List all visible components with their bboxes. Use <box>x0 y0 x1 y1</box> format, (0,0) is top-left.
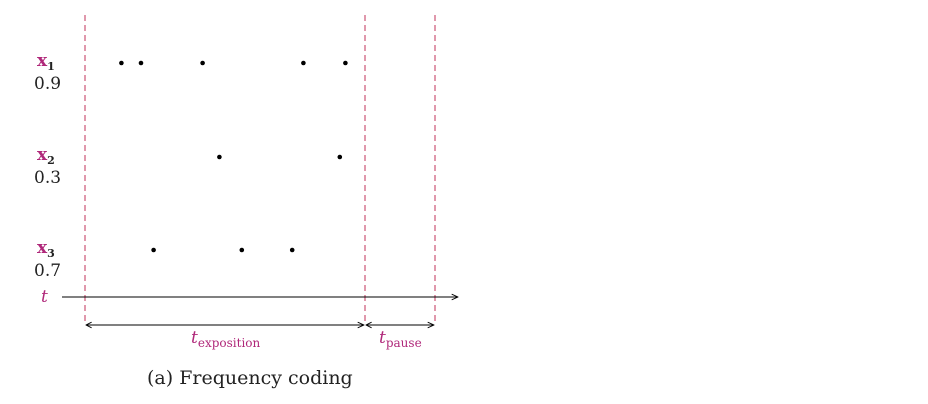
exposition-label: texposition <box>191 328 261 350</box>
neuron-label-3: x3 0.7 <box>34 238 61 281</box>
spike-neuron-2-2 <box>337 154 343 160</box>
spike-neuron-3-1 <box>151 247 156 253</box>
neuron-label-1: x1 0.9 <box>34 51 61 94</box>
spike-neuron-3-3 <box>289 247 295 253</box>
neuron-value-1: 0.9 <box>34 74 61 94</box>
figure-caption: (a) Frequency coding <box>147 367 353 389</box>
neuron-value-2: 0.3 <box>34 168 61 188</box>
spike-trains <box>119 60 348 253</box>
spike-neuron-1-2 <box>138 60 144 66</box>
svg-text:x1: x1 <box>37 51 55 73</box>
neuron-value-3: 0.7 <box>34 261 61 281</box>
spike-neuron-1-5 <box>343 60 348 66</box>
svg-text:x3: x3 <box>37 238 55 260</box>
svg-text:x2: x2 <box>37 145 55 167</box>
pause-label: tpause <box>379 328 422 350</box>
spike-neuron-2-1 <box>217 154 222 160</box>
time-axis-label: t <box>41 287 48 307</box>
neuron-label-2: x2 0.3 <box>34 145 61 188</box>
spike-neuron-1-1 <box>119 60 124 66</box>
spike-neuron-1-4 <box>301 60 306 66</box>
spike-neuron-1-3 <box>200 60 205 66</box>
spike-neuron-3-2 <box>239 247 245 253</box>
